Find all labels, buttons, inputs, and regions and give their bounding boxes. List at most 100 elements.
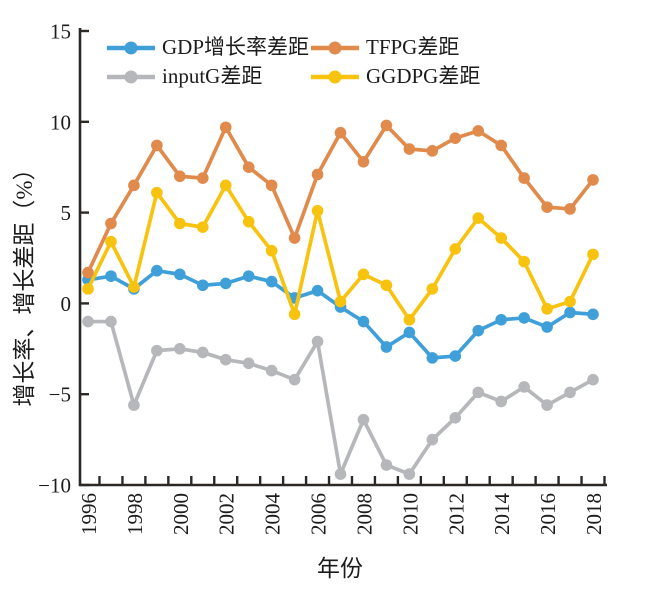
x-tick-label: 2006 (307, 493, 331, 535)
data-point (472, 212, 485, 224)
data-point (311, 204, 324, 217)
data-point (288, 308, 301, 321)
data-point (357, 155, 370, 168)
x-tick-label: 2018 (582, 493, 606, 535)
data-point (128, 399, 140, 411)
data-point (518, 172, 530, 184)
x-ticks: 1996 1998 2000 2002 2004 2006 2008 2010 2012 2014… (77, 476, 606, 535)
data-point (311, 284, 324, 297)
data-point (518, 255, 530, 268)
data-point (174, 343, 186, 355)
data-point (495, 395, 507, 408)
data-point (219, 353, 232, 366)
data-point (357, 268, 370, 281)
data-point (334, 468, 347, 480)
legend-item-gdp-growth-gap: GDP增长率差距 (106, 37, 310, 58)
data-point (541, 303, 553, 315)
data-point (128, 281, 140, 293)
x-tick-label: 2014 (490, 493, 514, 536)
data-point (265, 364, 278, 377)
data-point (587, 174, 599, 186)
data-point (265, 244, 278, 257)
series-line (86, 268, 595, 360)
data-point (288, 373, 301, 386)
legend-line-dot-icon (311, 70, 359, 83)
data-point (495, 232, 507, 244)
y-tick-label: 15 (50, 20, 71, 44)
data-point (380, 119, 393, 132)
data-point (449, 132, 462, 144)
data-point (174, 217, 186, 230)
legend-label: GGDPG差距 (366, 64, 481, 88)
data-point (105, 270, 117, 282)
data-point (105, 217, 117, 230)
data-point (403, 313, 416, 326)
x-tick-label: 2008 (352, 493, 376, 535)
data-point (495, 139, 507, 152)
data-point (151, 264, 163, 277)
y-tick-label: 0 (61, 292, 72, 316)
data-point (151, 344, 163, 357)
legend-label: inputG差距 (162, 64, 263, 88)
data-point (105, 235, 117, 248)
data-point (219, 121, 232, 134)
data-point (242, 270, 255, 282)
series-ggdpg-gap (82, 179, 599, 326)
x-axis-title: 年份 (317, 556, 363, 581)
data-point (105, 315, 117, 328)
data-point (82, 266, 94, 279)
x-tick-label: 2016 (536, 493, 560, 535)
data-point (174, 268, 186, 281)
data-point (495, 313, 507, 326)
data-point (403, 468, 416, 480)
data-point (403, 326, 416, 339)
data-point (426, 433, 439, 446)
data-point (518, 381, 530, 393)
data-point (380, 341, 393, 353)
data-point (151, 186, 163, 199)
legend-item-ggdpg-gap: GGDPG差距 (310, 66, 480, 87)
data-point (472, 386, 485, 399)
data-point (82, 283, 94, 295)
data-point (587, 308, 599, 321)
axes (78, 28, 607, 487)
data-point (449, 350, 462, 362)
x-tick-label: 2012 (444, 493, 468, 535)
data-point (128, 179, 140, 192)
data-point (449, 243, 462, 255)
data-point (426, 352, 439, 364)
x-tick-label: 2010 (398, 493, 422, 535)
data-point (587, 373, 599, 386)
legend-label: GDP增长率差距 (162, 35, 310, 59)
data-point (288, 232, 301, 244)
data-point (174, 170, 186, 183)
data-point (426, 145, 439, 157)
data-point (564, 386, 576, 399)
data-point (82, 315, 94, 328)
data-point (380, 459, 393, 471)
series-tfpg-gap (82, 119, 599, 279)
x-tick-label: 2000 (169, 493, 193, 535)
data-point (196, 172, 209, 184)
legend-item-tfpg-gap: TFPG差距 (310, 37, 480, 58)
y-tick-label: 10 (50, 110, 71, 134)
y-tick-label: −10 (38, 474, 71, 498)
data-point (541, 321, 553, 333)
legend-label: TFPG差距 (366, 35, 460, 59)
series-line (86, 319, 595, 476)
data-point (334, 126, 347, 139)
data-point (564, 203, 576, 215)
data-point (311, 335, 324, 348)
data-point (403, 143, 416, 155)
data-point (151, 139, 163, 152)
data-point (541, 399, 553, 411)
data-point (196, 279, 209, 292)
data-point (564, 295, 576, 308)
data-point (242, 215, 255, 228)
legend-line-dot-icon (311, 41, 359, 54)
y-ticks: 15 10 5 0 −5 −10 (38, 20, 89, 498)
legend-line-dot-icon (107, 41, 155, 54)
data-point (541, 201, 553, 213)
